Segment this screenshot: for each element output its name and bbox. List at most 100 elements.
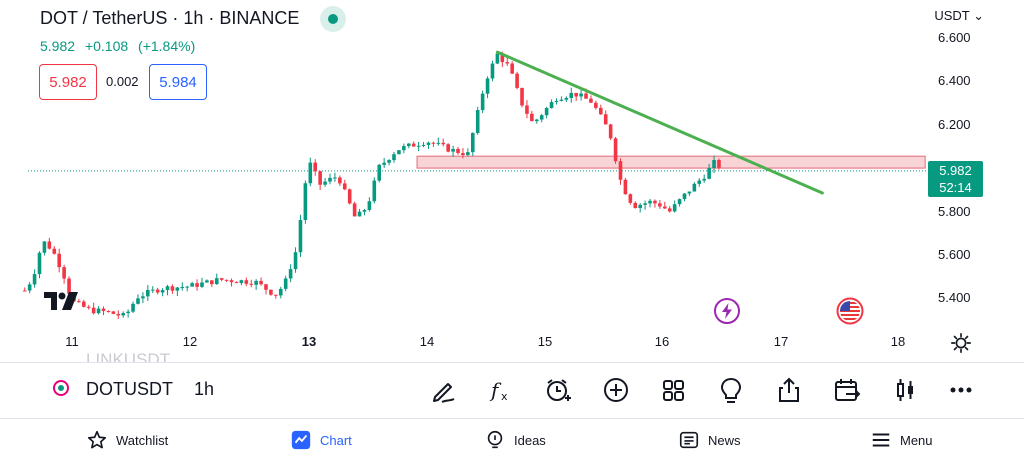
- candle-body: [308, 162, 313, 184]
- candle-body: [530, 113, 534, 122]
- candle-body: [175, 287, 180, 291]
- candle-body: [136, 298, 140, 304]
- tradingview-logo-icon[interactable]: [42, 290, 80, 312]
- spread-value: 0.002: [106, 74, 139, 89]
- candle-body: [121, 313, 126, 316]
- candle-body: [554, 100, 559, 103]
- layout-grid-icon[interactable]: [658, 375, 688, 405]
- us-flag-event-icon[interactable]: [836, 297, 864, 325]
- candle-body: [219, 278, 224, 280]
- menu-icon: [872, 433, 890, 447]
- more-dots-icon[interactable]: [946, 375, 976, 405]
- tab-watchlist[interactable]: Watchlist: [86, 429, 168, 451]
- trendline[interactable]: [495, 50, 824, 195]
- candle-body: [623, 179, 628, 195]
- candle-body: [480, 93, 485, 111]
- sell-button[interactable]: 5.982: [39, 64, 97, 100]
- x-tick: 15: [537, 334, 553, 349]
- candle-body: [47, 241, 52, 249]
- candle-body: [515, 73, 519, 88]
- candle-body: [150, 289, 155, 291]
- flash-news-icon[interactable]: [713, 297, 741, 325]
- candle-body: [170, 286, 175, 291]
- candle-body: [347, 189, 352, 204]
- candle-body: [677, 199, 682, 205]
- settings-gear-icon[interactable]: [950, 332, 972, 354]
- calendar-icon[interactable]: [832, 375, 862, 405]
- candle-body: [362, 209, 367, 212]
- candle-body: [421, 144, 426, 146]
- timeframe-selector[interactable]: 1h: [194, 379, 215, 399]
- candles-icon[interactable]: [890, 375, 920, 405]
- price-change: +0.108: [84, 38, 129, 54]
- draw-pen-icon[interactable]: [428, 375, 458, 405]
- candle-body: [116, 313, 121, 316]
- candle-body: [155, 289, 160, 293]
- x-tick: 16: [654, 334, 670, 349]
- candle-body: [229, 280, 234, 283]
- candle-body: [692, 183, 697, 192]
- candle-body: [564, 97, 569, 100]
- candle-body: [451, 148, 455, 152]
- candle-body: [658, 203, 662, 207]
- alert-clock-icon[interactable]: [543, 375, 573, 405]
- candle-body: [52, 248, 57, 254]
- tab-ideas[interactable]: Ideas: [484, 429, 546, 451]
- candle-body: [67, 278, 71, 294]
- candle-body: [264, 284, 268, 290]
- add-plus-icon[interactable]: [601, 375, 631, 405]
- candle-body: [475, 110, 480, 133]
- candle-body: [485, 78, 490, 94]
- tab-chart[interactable]: Chart: [290, 429, 352, 451]
- chevron-down-icon: ⌄: [973, 8, 984, 23]
- chart-title[interactable]: DOT / TetherUS · 1h · BINANCE: [40, 8, 300, 28]
- candle-body: [618, 161, 623, 180]
- candle-body: [126, 311, 130, 314]
- y-tick: 6.600: [938, 30, 971, 45]
- candle-body: [446, 144, 450, 152]
- price-axis[interactable]: 6.600 6.400 6.200 5.800 5.600 5.400: [938, 0, 998, 340]
- candle-body: [249, 283, 254, 285]
- current-price-value: 5.982: [939, 163, 972, 178]
- svg-text:x: x: [501, 390, 508, 403]
- candle-body: [37, 252, 42, 275]
- time-axis[interactable]: 11 12 13 14 15 16 17 18: [0, 334, 1024, 354]
- candle-body: [598, 107, 603, 115]
- currency-selector[interactable]: USDT ⌄: [934, 8, 984, 24]
- candle-body: [91, 307, 96, 314]
- share-icon[interactable]: [774, 375, 804, 405]
- candle-body: [505, 62, 510, 64]
- price-chart[interactable]: [0, 0, 1024, 340]
- candle-body: [520, 87, 524, 106]
- candle-body: [426, 142, 431, 145]
- candle-body: [210, 280, 214, 285]
- candle-body: [702, 178, 706, 181]
- candle-body: [323, 181, 327, 185]
- symbol-name[interactable]: DOTUSDT: [86, 379, 173, 399]
- candle-body: [77, 301, 81, 303]
- candle-body: [633, 202, 638, 209]
- candle-body: [377, 164, 382, 181]
- market-status-icon[interactable]: [320, 6, 346, 32]
- candle-body: [224, 279, 229, 281]
- candle-body: [643, 203, 647, 205]
- tab-menu[interactable]: Menu: [870, 429, 933, 451]
- x-tick: 12: [182, 334, 198, 349]
- x-tick: 13: [301, 334, 317, 349]
- candle-body: [328, 177, 332, 182]
- x-tick: 11: [65, 334, 79, 349]
- candle-body: [687, 191, 692, 194]
- buy-button[interactable]: 5.984: [149, 64, 207, 100]
- candle-body: [42, 241, 47, 253]
- candle-body: [165, 286, 170, 291]
- candle-body: [569, 92, 574, 98]
- resistance-zone[interactable]: [416, 155, 926, 169]
- tab-news[interactable]: News: [678, 429, 741, 451]
- ideas-bulb-icon[interactable]: [716, 375, 746, 405]
- bar-countdown: 52:14: [939, 180, 972, 195]
- bottom-tab-bar: Watchlist Chart Ideas News Menu: [0, 418, 1024, 460]
- candle-body: [293, 252, 298, 270]
- candle-body: [313, 162, 318, 172]
